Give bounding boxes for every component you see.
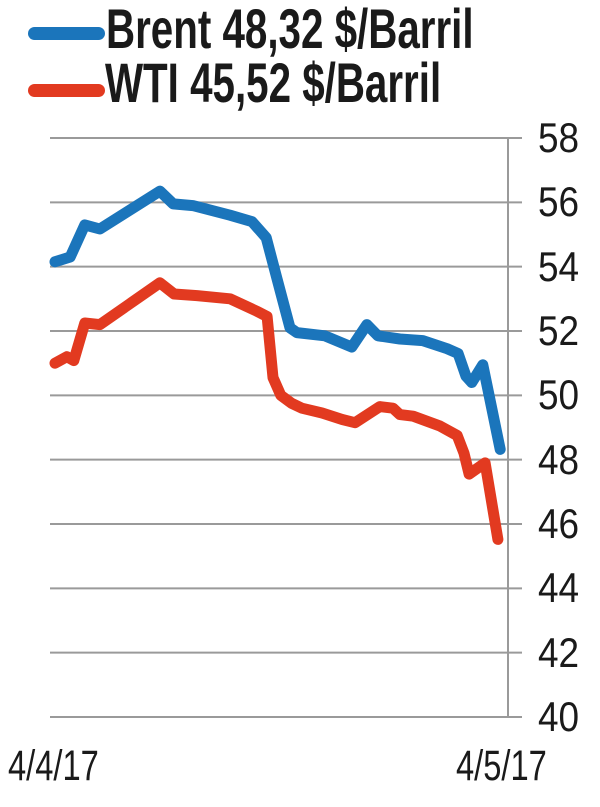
y-axis-tick-label: 42	[538, 628, 580, 676]
series-brent-line	[49, 185, 506, 455]
y-axis-tick-label: 44	[538, 564, 580, 612]
y-axis-tick-label: 48	[538, 435, 580, 483]
wti-line-swatch	[28, 84, 105, 97]
x-axis-label-end: 4/5/17	[456, 742, 547, 790]
legend-label-wti: WTI 45,52 $/Barril	[105, 51, 442, 114]
y-axis-tick-label: 46	[538, 500, 580, 547]
y-axis-tick-label: 52	[538, 307, 580, 354]
x-axis-label-start: 4/4/17	[8, 742, 99, 790]
y-axis-tick-label: 50	[538, 371, 580, 419]
y-axis-tick-label: 40	[538, 693, 580, 740]
y-axis-tick-label: 56	[538, 178, 580, 226]
y-axis-tick-label: 58	[538, 114, 580, 161]
legend-label-brent: Brent 48,32 $/Barril	[106, 0, 474, 60]
brent-line-swatch	[28, 27, 105, 40]
series-wti-line	[49, 277, 504, 545]
y-axis-tick-label: 54	[538, 242, 580, 290]
